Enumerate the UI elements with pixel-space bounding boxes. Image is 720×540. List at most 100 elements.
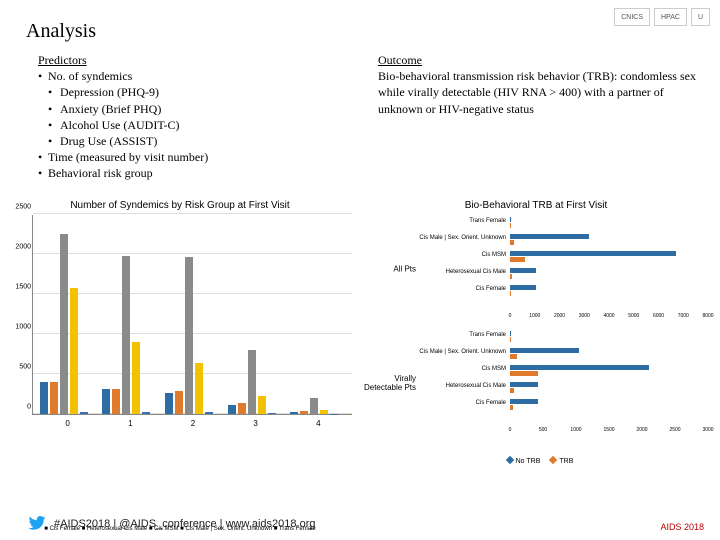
row-label: Cis Female (418, 400, 506, 406)
bar (238, 403, 246, 414)
bar (510, 399, 538, 404)
bar (290, 412, 298, 414)
panel-label: Virally Detectable Pts (360, 374, 416, 392)
predictors-col: Predictors No. of syndemics Depression (… (38, 52, 360, 182)
row-label: Cis Male | Sex. Orient. Unknown (418, 235, 506, 241)
axis-tick: 1500 (9, 284, 31, 291)
bar (510, 331, 511, 336)
bar (142, 412, 150, 414)
axis-tick: 2 (165, 419, 221, 428)
axis-tick: 1 (102, 419, 158, 428)
bar (510, 354, 517, 359)
axis-tick: 2500 (9, 204, 31, 211)
bar (510, 217, 511, 222)
chart-title: Bio-Behavioral TRB at First Visit (360, 200, 712, 211)
bar (510, 405, 513, 410)
row-label: Cis Female (418, 286, 506, 292)
bar (510, 371, 538, 376)
bar (165, 393, 173, 414)
bar (228, 405, 236, 414)
axis-tick: 4 (290, 419, 346, 428)
list-item: No. of syndemics Depression (PHQ-9) Anxi… (38, 68, 360, 149)
bar (510, 382, 538, 387)
axis-tick: 6000 (653, 313, 664, 319)
axis-tick: 2000 (9, 244, 31, 251)
logo-cnics: CNICS (614, 8, 650, 26)
panel-label: All Pts (360, 265, 416, 274)
axis-tick: 7000 (678, 313, 689, 319)
page-title: Analysis (26, 20, 96, 43)
axis-tick: 4000 (603, 313, 614, 319)
bar (510, 348, 579, 353)
bar (510, 251, 676, 256)
twitter-icon (28, 516, 46, 530)
syndemics-chart: Number of Syndemics by Risk Group at Fir… (8, 200, 352, 506)
bar (510, 365, 649, 370)
bar (132, 342, 140, 414)
bar (70, 288, 78, 414)
predictors-heading: Predictors (38, 52, 360, 68)
axis-tick: 3000 (579, 313, 590, 319)
bar (195, 363, 203, 414)
bar (510, 337, 511, 342)
bar (185, 257, 193, 414)
outcome-text: Bio-behavioral transmission risk behavio… (378, 68, 700, 117)
trb-chart: Bio-Behavioral TRB at First Visit All Pt… (360, 200, 712, 506)
legend-swatch-no (505, 456, 513, 464)
axis-tick: 3000 (702, 427, 713, 433)
bar (310, 398, 318, 414)
bar (300, 411, 308, 414)
footer-logo: AIDS 2018 (660, 522, 704, 532)
list-item: Time (measured by visit number) (38, 149, 360, 165)
outcome-col: Outcome Bio-behavioral transmission risk… (378, 52, 700, 182)
axis-tick: 500 (539, 427, 547, 433)
bar (205, 412, 213, 414)
header-logos: CNICS HPAC U (614, 8, 710, 30)
bar (268, 413, 276, 414)
chart-title: Number of Syndemics by Risk Group at Fir… (8, 200, 352, 211)
row-label: Trans Female (418, 218, 506, 224)
axis-tick: 3 (228, 419, 284, 428)
bar (102, 389, 110, 414)
axis-tick: 8000 (702, 313, 713, 319)
bar (510, 268, 536, 273)
bar (175, 391, 183, 414)
list-item: Alcohol Use (AUDIT-C) (48, 117, 360, 133)
row-label: Heterosexual Cis Male (418, 383, 506, 389)
logo-u: U (691, 8, 710, 26)
axis-tick: 0 (509, 313, 512, 319)
bar (60, 234, 68, 414)
axis-tick: 0 (9, 404, 31, 411)
bar (40, 382, 48, 414)
outcome-heading: Outcome (378, 52, 700, 68)
bar (320, 410, 328, 414)
footer-text: #AIDS2018 | @AIDS_conference | www.aids2… (54, 518, 315, 530)
list-item: Drug Use (ASSIST) (48, 133, 360, 149)
legend-swatch-trb (549, 456, 557, 464)
row-label: Trans Female (418, 332, 506, 338)
axis-tick: 2500 (669, 427, 680, 433)
bar (510, 274, 512, 279)
axis-tick: 500 (9, 364, 31, 371)
axis-tick: 1500 (603, 427, 614, 433)
axis-tick: 5000 (628, 313, 639, 319)
bar (510, 291, 511, 296)
axis-tick: 1000 (9, 324, 31, 331)
row-label: Cis Male | Sex. Orient. Unknown (418, 349, 506, 355)
bar (510, 388, 514, 393)
bar (510, 234, 589, 239)
row-label: Cis MSM (418, 366, 506, 372)
list-item: Depression (PHQ-9) (48, 84, 360, 100)
axis-tick: 0 (40, 419, 96, 428)
row-label: Cis MSM (418, 252, 506, 258)
bar (122, 256, 130, 414)
logo-hpac: HPAC (654, 8, 687, 26)
axis-tick: 2000 (554, 313, 565, 319)
row-label: Heterosexual Cis Male (418, 269, 506, 275)
axis-tick: 2000 (636, 427, 647, 433)
list-item: Behavioral risk group (38, 165, 360, 181)
bar (510, 240, 514, 245)
chart-legend: No TRB TRB (360, 457, 712, 465)
axis-tick: 1000 (529, 313, 540, 319)
list-item: Anxiety (Brief PHQ) (48, 101, 360, 117)
